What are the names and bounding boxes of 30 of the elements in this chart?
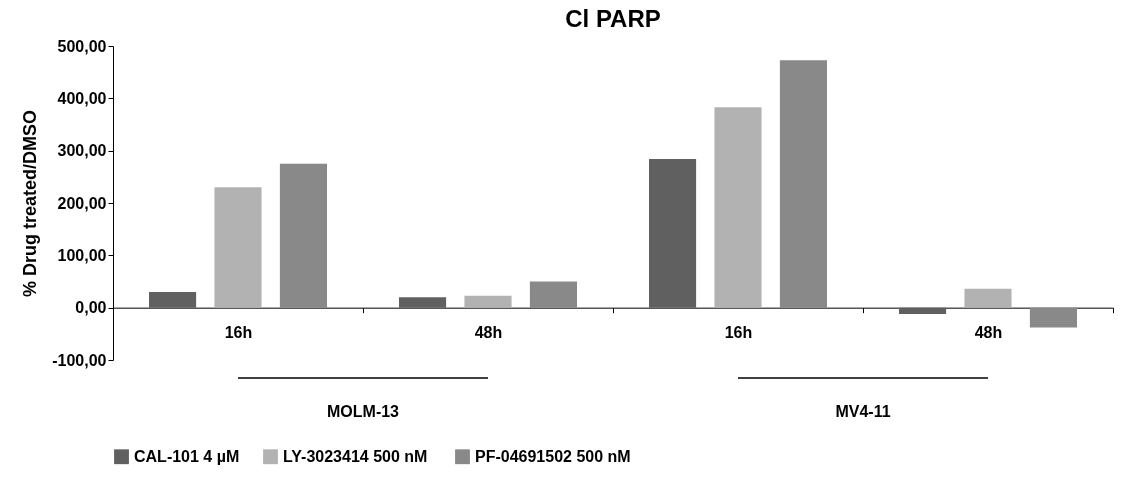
bar bbox=[398, 297, 447, 308]
bar bbox=[214, 187, 262, 308]
legend-label: PF-04691502 500 nM bbox=[475, 447, 631, 465]
y-tick-label: -100,00 bbox=[52, 351, 107, 369]
y-tick-label: 300,00 bbox=[57, 142, 107, 160]
bar bbox=[464, 295, 512, 308]
chart-title: Cl PARP bbox=[565, 5, 661, 32]
legend-label: CAL-101 4 µM bbox=[134, 447, 240, 465]
x-tick-label: 48h bbox=[474, 324, 503, 342]
bar bbox=[529, 281, 578, 308]
text: MOLM-13 bbox=[327, 403, 400, 420]
y-tick-label: 0,00 bbox=[75, 299, 107, 317]
bar bbox=[898, 307, 947, 314]
bar bbox=[714, 107, 762, 308]
bar bbox=[964, 288, 1012, 308]
x-tick-label: 16h bbox=[724, 324, 753, 342]
bar bbox=[648, 159, 697, 308]
text: MV4-11 bbox=[835, 403, 891, 420]
y-tick-label: 400,00 bbox=[57, 89, 107, 107]
y-tick-label: 500,00 bbox=[57, 37, 107, 55]
bar bbox=[279, 163, 328, 308]
bar bbox=[1029, 307, 1078, 328]
legend-label: LY-3023414 500 nM bbox=[283, 447, 428, 465]
bar bbox=[779, 60, 828, 308]
y-tick-label: 100,00 bbox=[57, 246, 107, 264]
bar bbox=[148, 291, 197, 308]
x-tick-label: 48h bbox=[974, 324, 1003, 342]
y-axis-title: % Drug treated/DMSO bbox=[20, 109, 41, 298]
x-tick-label: 16h bbox=[224, 324, 253, 342]
y-tick-label: 200,00 bbox=[57, 194, 107, 212]
